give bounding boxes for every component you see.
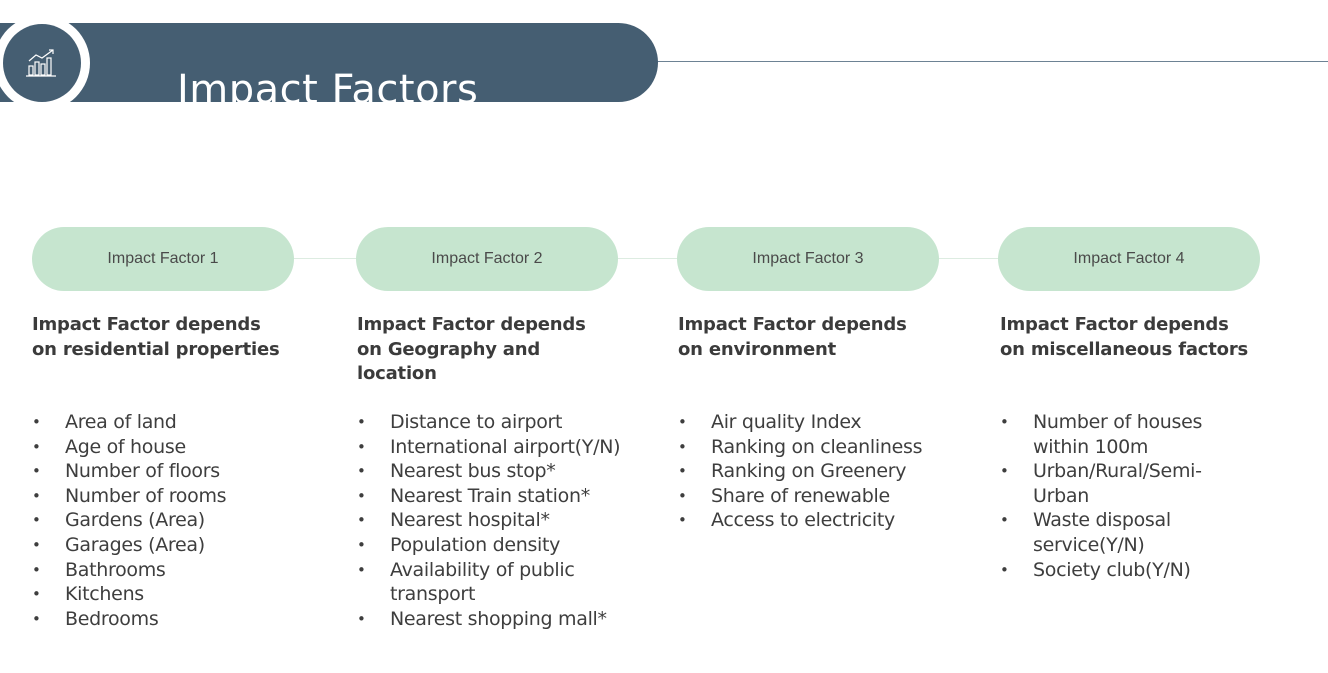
impact-factor-2-column: Impact Factor depends on Geography and l… — [357, 313, 647, 631]
impact-factor-4-pill: Impact Factor 4 — [998, 227, 1260, 291]
impact-factor-2-pill: Impact Factor 2 — [356, 227, 618, 291]
list-item: Ranking on cleanliness — [678, 435, 948, 460]
list-item: Nearest shopping mall* — [357, 607, 627, 632]
impact-factor-3-pill: Impact Factor 3 — [677, 227, 939, 291]
list-item: Garages (Area) — [32, 533, 302, 558]
chart-badge — [3, 24, 81, 102]
list-item: Number of houses within 100m — [1000, 410, 1225, 459]
factor-heading: Impact Factor depends on environment — [678, 314, 907, 360]
list-item: Urban/Rural/Semi-Urban — [1000, 459, 1225, 508]
list-item: Ranking on Greenery — [678, 459, 948, 484]
list-item: Number of floors — [32, 459, 302, 484]
list-item: Kitchens — [32, 582, 302, 607]
factor-heading: Impact Factor depends on Geography and l… — [357, 314, 586, 384]
list-item: International airport(Y/N) — [357, 435, 627, 460]
list-item: Nearest hospital* — [357, 508, 627, 533]
list-item: Availability of public transport — [357, 558, 627, 607]
header-rule — [656, 61, 1328, 62]
list-item: Nearest bus stop* — [357, 459, 627, 484]
list-item: Air quality Index — [678, 410, 948, 435]
list-item: Distance to airport — [357, 410, 627, 435]
list-item: Age of house — [32, 435, 302, 460]
list-item: Share of renewable — [678, 484, 948, 509]
list-item: Gardens (Area) — [32, 508, 302, 533]
impact-factor-4-column: Impact Factor depends on miscellaneous f… — [1000, 313, 1290, 582]
factor-list: Air quality IndexRanking on cleanlinessR… — [678, 410, 948, 533]
list-item: Area of land — [32, 410, 302, 435]
title-banner — [0, 23, 658, 102]
list-item: Society club(Y/N) — [1000, 558, 1225, 583]
list-item: Bathrooms — [32, 558, 302, 583]
list-item: Waste disposal service(Y/N) — [1000, 508, 1225, 557]
list-item: Nearest Train station* — [357, 484, 627, 509]
factor-list: Distance to airportInternational airport… — [357, 410, 627, 631]
list-item: Population density — [357, 533, 627, 558]
page-title: Impact Factors — [177, 66, 479, 113]
list-item: Number of rooms — [32, 484, 302, 509]
impact-factor-1-column: Impact Factor depends on residential pro… — [32, 313, 322, 631]
factor-list: Area of landAge of houseNumber of floors… — [32, 410, 302, 631]
list-item: Access to electricity — [678, 508, 948, 533]
factor-list: Number of houses within 100mUrban/Rural/… — [1000, 410, 1225, 582]
chart-icon — [26, 49, 56, 77]
impact-factor-3-column: Impact Factor depends on environment Air… — [678, 313, 968, 533]
pill-connector — [160, 258, 1130, 259]
factor-heading: Impact Factor depends on residential pro… — [32, 314, 280, 360]
factor-heading: Impact Factor depends on miscellaneous f… — [1000, 314, 1249, 360]
list-item: Bedrooms — [32, 607, 302, 632]
impact-factor-1-pill: Impact Factor 1 — [32, 227, 294, 291]
